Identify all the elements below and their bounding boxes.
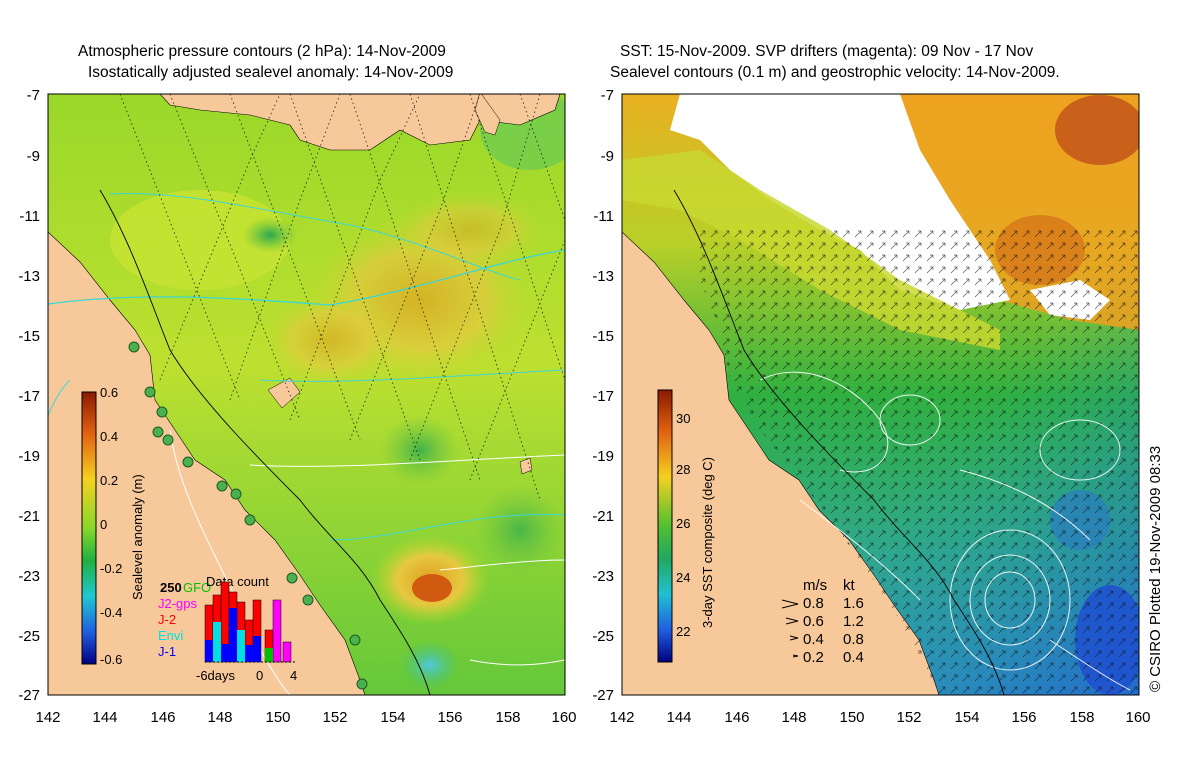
left-colorbar-label: Sealevel anomaly (m) bbox=[130, 474, 145, 600]
lat-tick: -27 bbox=[18, 687, 40, 704]
right-colorbar-ticks: 30 28 26 24 22 bbox=[676, 411, 690, 639]
data-count-legend: 250 GFO J2-gps J-2 Envi J-1 Data count bbox=[158, 574, 297, 683]
left-lon-axis: 142 144 146 148 150 152 154 156 158 160 bbox=[35, 709, 576, 726]
histogram-title: Data count bbox=[206, 574, 269, 589]
lon-tick: 144 bbox=[666, 709, 691, 726]
velocity-key-kt-header: kt bbox=[843, 577, 856, 594]
velocity-key-kt: 0.8 bbox=[843, 631, 864, 648]
lat-tick: -7 bbox=[601, 87, 614, 104]
right-cb-tick: 28 bbox=[676, 462, 690, 477]
lat-tick: -11 bbox=[593, 208, 614, 225]
lat-tick: -11 bbox=[19, 208, 40, 225]
left-colorbar bbox=[81, 391, 97, 665]
lon-tick: 152 bbox=[322, 709, 347, 726]
left-cb-tick: -0.2 bbox=[100, 561, 122, 576]
left-lat-axis: -7 -9 -11 -13 -15 -17 -19 -21 -23 -25 -2… bbox=[18, 87, 40, 704]
histogram-bars bbox=[204, 581, 292, 663]
lat-tick: -21 bbox=[18, 508, 40, 525]
lat-tick: -25 bbox=[18, 628, 40, 645]
lon-tick: 156 bbox=[1011, 709, 1036, 726]
velocity-key-ms: 0.4 bbox=[803, 631, 824, 648]
velocity-key-ms: 0.6 bbox=[803, 613, 824, 630]
lon-tick: 150 bbox=[839, 709, 864, 726]
lon-tick: 158 bbox=[1069, 709, 1094, 726]
histogram-xtick: -6days bbox=[196, 668, 236, 683]
legend-entry-j2: J-2 bbox=[158, 612, 176, 627]
credit-text: © CSIRO Plotted 19-Nov-2009 08:33 bbox=[1147, 446, 1164, 692]
left-cb-tick: 0.6 bbox=[100, 385, 118, 400]
lat-tick: -15 bbox=[18, 328, 40, 345]
left-cb-tick: 0.4 bbox=[100, 429, 118, 444]
legend-entry-j1: J-1 bbox=[158, 644, 176, 659]
velocity-key-ms: 0.8 bbox=[803, 595, 824, 612]
left-title-line1: Atmospheric pressure contours (2 hPa): 1… bbox=[78, 43, 446, 60]
right-map bbox=[622, 94, 1139, 695]
right-title-line2: Sealevel contours (0.1 m) and geostrophi… bbox=[610, 64, 1060, 81]
left-title-line2: Isostatically adjusted sealevel anomaly:… bbox=[88, 64, 454, 81]
velocity-key: m/s kt 0.8 1.6 0.6 1.2 0.4 0.8 0.2 0.4 bbox=[781, 577, 864, 666]
left-cb-tick: 0 bbox=[100, 517, 107, 532]
velocity-key-kt: 1.6 bbox=[843, 595, 864, 612]
lat-tick: -9 bbox=[27, 148, 40, 165]
right-cb-tick: 30 bbox=[676, 411, 690, 426]
lat-tick: -23 bbox=[18, 568, 40, 585]
right-cb-tick: 24 bbox=[676, 570, 690, 585]
lat-tick: -19 bbox=[592, 448, 614, 465]
left-cb-tick: -0.4 bbox=[100, 605, 122, 620]
lat-tick: -17 bbox=[18, 388, 40, 405]
lon-tick: 144 bbox=[92, 709, 117, 726]
right-title-line1: SST: 15-Nov-2009. SVP drifters (magenta)… bbox=[620, 43, 1034, 60]
legend-entry-j2gps: J2-gps bbox=[158, 596, 198, 611]
lon-tick: 146 bbox=[150, 709, 175, 726]
left-cb-tick: 0.2 bbox=[100, 473, 118, 488]
lon-tick: 142 bbox=[609, 709, 634, 726]
left-tide-gauges bbox=[128, 341, 368, 690]
lat-tick: -13 bbox=[592, 268, 614, 285]
legend-entry-envi: Envi bbox=[158, 628, 183, 643]
histogram-xtick: 4 bbox=[290, 668, 297, 683]
velocity-key-kt: 1.2 bbox=[843, 613, 864, 630]
left-cb-tick: -0.6 bbox=[100, 652, 122, 667]
lat-tick: -15 bbox=[592, 328, 614, 345]
lat-tick: -13 bbox=[18, 268, 40, 285]
legend-entry-gfo: GFO bbox=[183, 580, 211, 595]
right-map-frame bbox=[621, 93, 1140, 696]
lon-tick: 146 bbox=[724, 709, 749, 726]
lon-tick: 160 bbox=[551, 709, 576, 726]
lon-tick: 152 bbox=[896, 709, 921, 726]
lon-tick: 148 bbox=[781, 709, 806, 726]
lon-tick: 158 bbox=[495, 709, 520, 726]
histogram-xtick: 0 bbox=[256, 668, 263, 683]
lat-tick: -19 bbox=[18, 448, 40, 465]
lat-tick: -7 bbox=[27, 87, 40, 104]
right-lat-axis: -7 -9 -11 -13 -15 -17 -19 -21 -23 -25 -2… bbox=[592, 87, 614, 704]
lat-tick: -27 bbox=[592, 687, 614, 704]
left-map-frame bbox=[47, 93, 566, 696]
right-cb-tick: 22 bbox=[676, 624, 690, 639]
velocity-key-ms: 0.2 bbox=[803, 649, 824, 666]
legend-count: 250 bbox=[160, 580, 182, 595]
lon-tick: 150 bbox=[265, 709, 290, 726]
lon-tick: 154 bbox=[380, 709, 405, 726]
right-lon-axis: 142 144 146 148 150 152 154 156 158 160 bbox=[609, 709, 1150, 726]
lat-tick: -17 bbox=[592, 388, 614, 405]
velocity-key-ms-header: m/s bbox=[803, 577, 827, 594]
lat-tick: -21 bbox=[592, 508, 614, 525]
lon-tick: 154 bbox=[954, 709, 979, 726]
lat-tick: -9 bbox=[601, 148, 614, 165]
lon-tick: 142 bbox=[35, 709, 60, 726]
right-colorbar-label: 3-day SST composite (deg C) bbox=[700, 457, 715, 628]
right-colorbar bbox=[657, 389, 673, 663]
lon-tick: 148 bbox=[207, 709, 232, 726]
right-cb-tick: 26 bbox=[676, 516, 690, 531]
left-colorbar-ticks: 0.6 0.4 0.2 0 -0.2 -0.4 -0.6 bbox=[100, 385, 122, 667]
left-png-land bbox=[159, 94, 561, 151]
velocity-key-kt: 0.4 bbox=[843, 649, 864, 666]
lon-tick: 156 bbox=[437, 709, 462, 726]
lon-tick: 160 bbox=[1125, 709, 1150, 726]
left-map bbox=[48, 94, 565, 695]
lat-tick: -25 bbox=[592, 628, 614, 645]
lat-tick: -23 bbox=[592, 568, 614, 585]
